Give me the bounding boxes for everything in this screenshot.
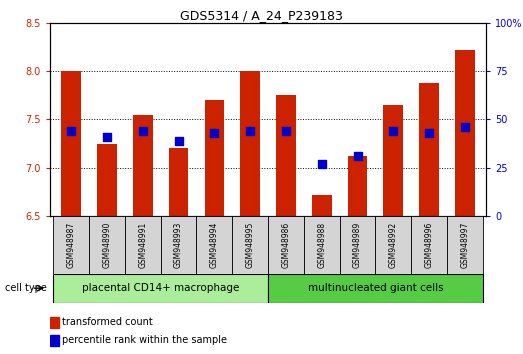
Text: GSM948992: GSM948992 [389,222,398,268]
Bar [339,216,376,274]
Point [317,161,326,167]
Text: GSM948988: GSM948988 [317,222,326,268]
Bar [161,216,197,274]
Text: cell type: cell type [5,283,47,293]
Bar [133,115,153,216]
Text: placental CD14+ macrophage: placental CD14+ macrophage [82,283,240,293]
Text: GSM948986: GSM948986 [281,222,290,268]
Bar [97,144,117,216]
Text: multinucleated giant cells: multinucleated giant cells [308,283,443,293]
Bar [304,216,339,274]
Bar [50,317,59,328]
Point [389,128,397,134]
Point [246,128,254,134]
Bar [411,216,447,274]
Bar [53,216,89,274]
Bar [61,71,81,216]
Text: GSM948994: GSM948994 [210,222,219,268]
Text: percentile rank within the sample: percentile rank within the sample [63,335,228,346]
Bar [125,216,161,274]
Bar [348,156,367,216]
Point [139,128,147,134]
Bar [89,216,125,274]
Bar [197,216,232,274]
Bar [276,95,296,216]
Text: GSM948996: GSM948996 [425,222,434,268]
Text: GSM948993: GSM948993 [174,222,183,268]
Bar [312,195,332,216]
Point [354,153,362,159]
Bar [50,335,59,346]
Point [282,128,290,134]
Bar [376,216,411,274]
Bar [53,274,268,303]
Bar [268,216,304,274]
Bar [232,216,268,274]
Bar [383,105,403,216]
Point [461,124,469,130]
Point [425,130,433,136]
Bar [419,83,439,216]
Bar [240,71,260,216]
Text: GSM948987: GSM948987 [66,222,76,268]
Text: GSM948995: GSM948995 [246,222,255,268]
Point [67,128,75,134]
Text: GSM948989: GSM948989 [353,222,362,268]
Point [210,130,219,136]
Point [174,138,183,143]
Text: transformed count: transformed count [63,318,153,327]
Bar [447,216,483,274]
Text: GSM948997: GSM948997 [460,222,470,268]
Bar [169,148,188,216]
Text: GSM948990: GSM948990 [103,222,111,268]
Point [103,134,111,140]
Bar [268,274,483,303]
Text: GDS5314 / A_24_P239183: GDS5314 / A_24_P239183 [180,9,343,22]
Bar [204,100,224,216]
Bar [455,50,475,216]
Text: GSM948991: GSM948991 [138,222,147,268]
